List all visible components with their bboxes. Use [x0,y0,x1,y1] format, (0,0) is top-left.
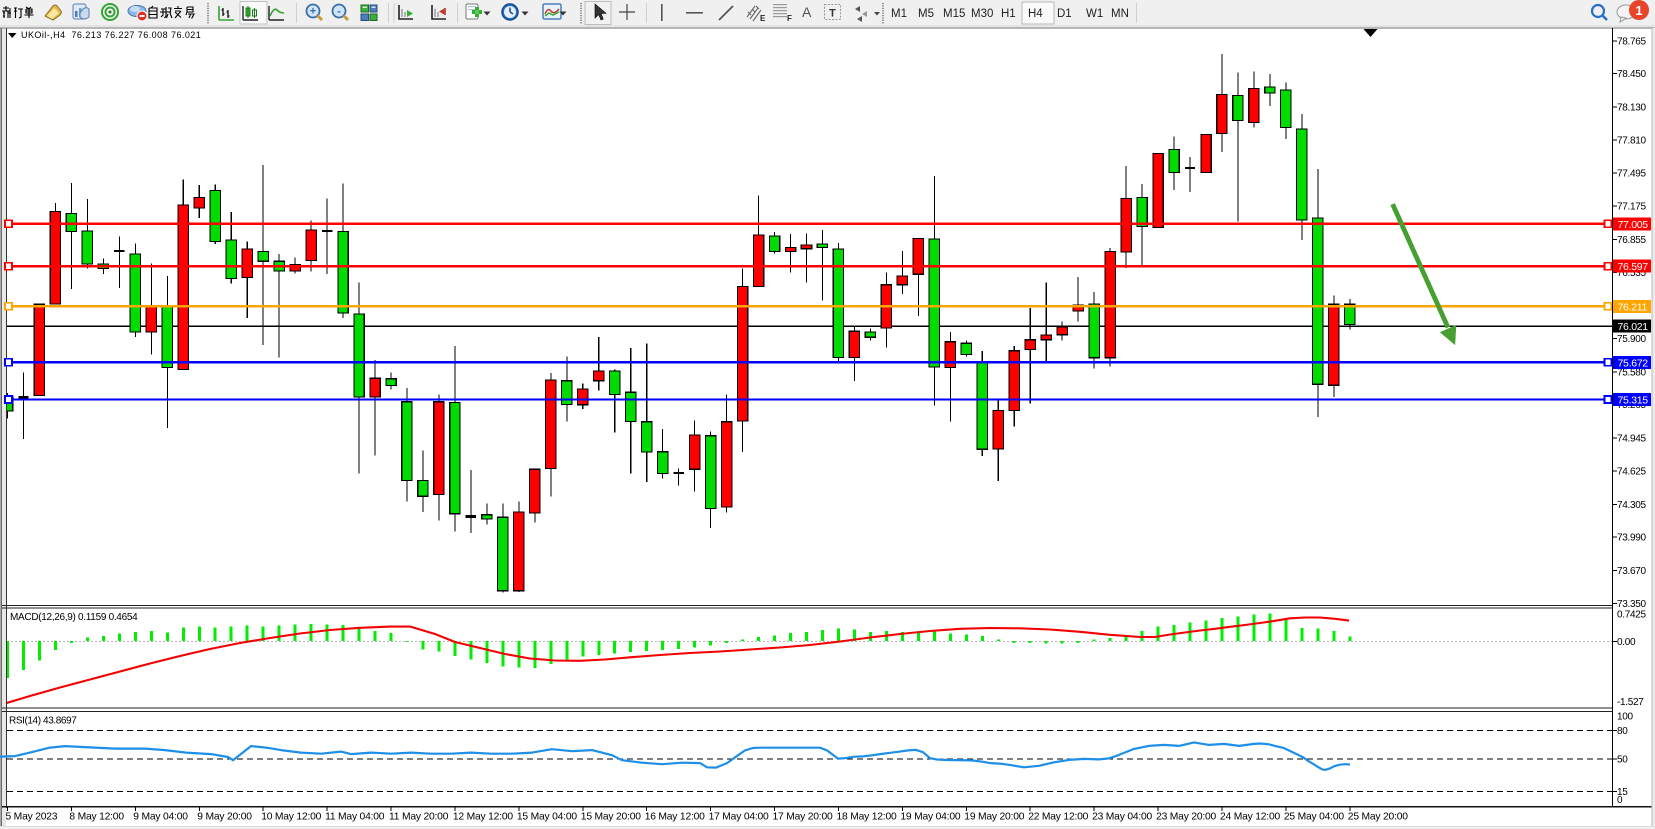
svg-text:77.005: 77.005 [1618,219,1649,231]
svg-text:25 May 20:00: 25 May 20:00 [1348,812,1408,823]
svg-text:A: A [802,4,812,20]
svg-text:76.855: 76.855 [1617,235,1647,246]
svg-text:77.810: 77.810 [1617,136,1647,147]
svg-text:75.580: 75.580 [1617,367,1647,378]
svg-text:16 May 12:00: 16 May 12:00 [645,812,705,823]
svg-text:73.990: 73.990 [1617,533,1647,544]
svg-text:74.305: 74.305 [1617,500,1647,511]
svg-text:15 May 20:00: 15 May 20:00 [581,812,641,823]
svg-text:UKOil-,H4 76.213 76.227 76.00: UKOil-,H4 76.213 76.227 76.008 76.021 [21,30,201,40]
svg-text:M5: M5 [918,8,934,20]
svg-text:11 May 04:00: 11 May 04:00 [325,812,385,823]
svg-text:75.672: 75.672 [1618,357,1649,369]
svg-text:12 May 12:00: 12 May 12:00 [453,812,513,823]
svg-text:-1.527: -1.527 [1617,697,1644,708]
svg-text:11 May 20:00: 11 May 20:00 [389,812,449,823]
svg-text:25 May 04:00: 25 May 04:00 [1284,812,1344,823]
svg-text:23 May 04:00: 23 May 04:00 [1092,812,1152,823]
svg-text:M1: M1 [891,8,907,20]
svg-text:MN: MN [1111,8,1129,20]
svg-text:+: + [310,6,316,18]
svg-text:18 May 12:00: 18 May 12:00 [837,812,897,823]
svg-text:9 May 04:00: 9 May 04:00 [133,812,188,823]
svg-text:RSI(14) 43.8697: RSI(14) 43.8697 [9,716,77,727]
svg-text:W1: W1 [1086,8,1103,20]
svg-text:77.495: 77.495 [1617,168,1647,179]
svg-text:78.450: 78.450 [1617,69,1647,80]
svg-text:0: 0 [1617,795,1623,806]
svg-text:77.175: 77.175 [1617,202,1647,213]
svg-text:-: - [337,6,341,18]
svg-text:75.315: 75.315 [1618,395,1649,407]
svg-text:74.945: 74.945 [1617,433,1647,444]
svg-text:T: T [829,8,836,20]
svg-text:15: 15 [1617,787,1628,798]
svg-text:78.765: 78.765 [1617,36,1647,47]
svg-text:H4: H4 [1028,8,1043,20]
svg-text:17 May 20:00: 17 May 20:00 [773,812,833,823]
svg-text:F: F [787,14,792,23]
svg-text:10 May 12:00: 10 May 12:00 [261,812,321,823]
svg-text:50: 50 [1617,755,1628,766]
svg-text:M30: M30 [971,8,993,20]
svg-text:76.535: 76.535 [1617,268,1647,279]
svg-text:9 May 20:00: 9 May 20:00 [197,812,252,823]
svg-text:D1: D1 [1057,8,1072,20]
svg-text:76.211: 76.211 [1618,301,1648,313]
svg-text:24 May 12:00: 24 May 12:00 [1220,812,1280,823]
svg-text:H1: H1 [1001,8,1016,20]
svg-text:0.00: 0.00 [1617,637,1636,648]
svg-text:74.625: 74.625 [1617,467,1647,478]
svg-text:5 May 2023: 5 May 2023 [6,812,58,823]
svg-text:M15: M15 [943,8,965,20]
svg-text:75.900: 75.900 [1617,334,1647,345]
svg-text:76.597: 76.597 [1618,261,1649,273]
svg-text:8 May 12:00: 8 May 12:00 [69,812,124,823]
svg-text:73.670: 73.670 [1617,566,1647,577]
svg-text:80: 80 [1617,726,1628,737]
svg-text:19 May 20:00: 19 May 20:00 [964,812,1024,823]
svg-text:76.021: 76.021 [1618,321,1649,333]
svg-text:100: 100 [1617,712,1634,723]
svg-text:E: E [760,14,766,23]
svg-text:15 May 04:00: 15 May 04:00 [517,812,577,823]
svg-text:0.7425: 0.7425 [1617,610,1647,621]
svg-text:78.130: 78.130 [1617,102,1647,113]
svg-text:1: 1 [1635,3,1642,18]
svg-text:22 May 12:00: 22 May 12:00 [1028,812,1088,823]
svg-text:17 May 04:00: 17 May 04:00 [709,812,769,823]
svg-text:MACD(12,26,9) 0.1159 0.4654: MACD(12,26,9) 0.1159 0.4654 [10,612,138,623]
svg-text:23 May 20:00: 23 May 20:00 [1156,812,1216,823]
svg-text:19 May 04:00: 19 May 04:00 [900,812,960,823]
svg-text:73.350: 73.350 [1617,599,1647,610]
